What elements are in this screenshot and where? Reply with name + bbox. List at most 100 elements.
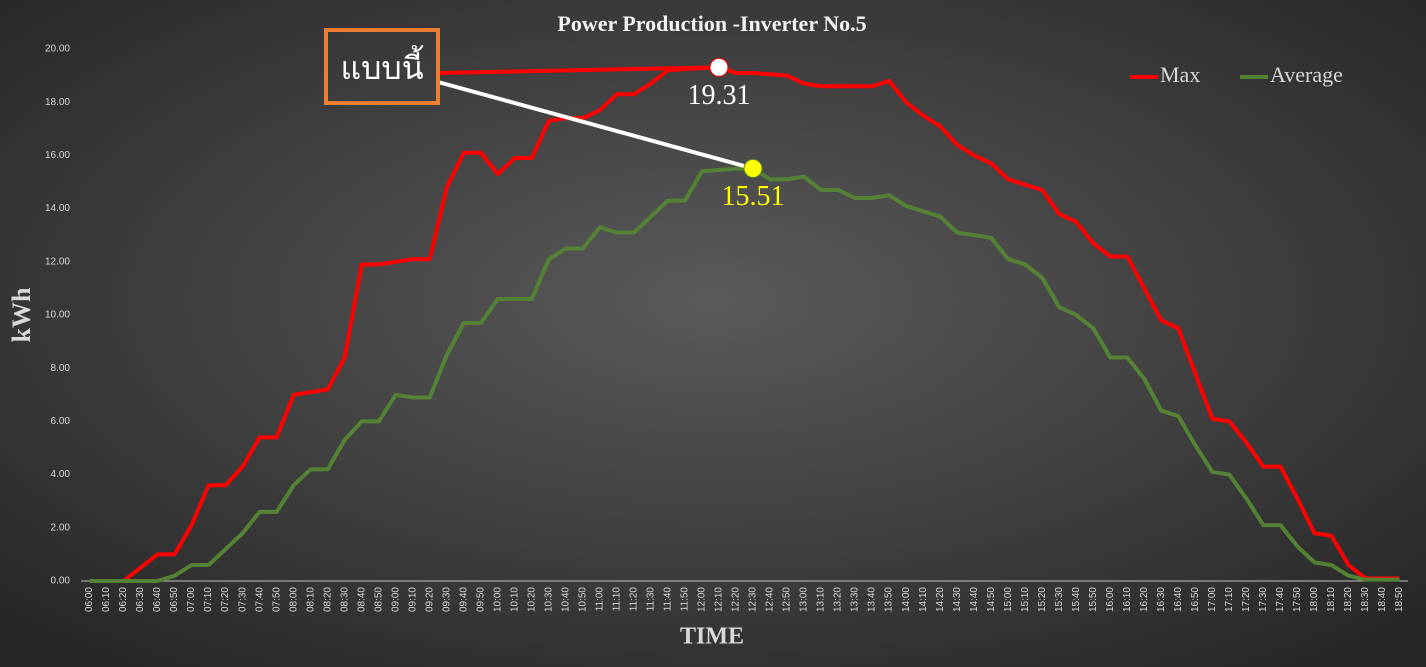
x-tick-label: 17:50 (1292, 587, 1303, 612)
x-tick-label: 12:00 (697, 587, 708, 612)
y-tick-label: 8.00 (51, 363, 71, 374)
x-tick-label: 12:10 (714, 587, 725, 612)
y-tick-label: 12.00 (45, 256, 70, 267)
plot-area: 0.00 2.00 4.00 6.00 8.00 10.00 12.00 14.00 16.00… (45, 44, 1408, 612)
x-tick-label: 11:40 (663, 587, 674, 612)
x-tick-label: 15:10 (1020, 587, 1031, 612)
x-tick-label: 16:30 (1156, 587, 1167, 612)
x-tick-label: 10:50 (578, 587, 589, 612)
chart-title: Power Production -Inverter No.5 (557, 11, 866, 36)
x-tick-label: 08:30 (339, 587, 350, 612)
x-tick-label: 13:40 (867, 587, 878, 612)
x-tick-label: 13:50 (884, 587, 895, 612)
x-tick-label: 16:10 (1122, 587, 1133, 612)
y-tick-label: 0.00 (51, 576, 71, 587)
y-tick-label: 6.00 (51, 416, 71, 427)
x-tick-label: 16:20 (1139, 587, 1150, 612)
x-tick-label: 14:20 (935, 587, 946, 612)
x-tick-label: 12:40 (765, 587, 776, 612)
series-line (89, 65, 1400, 583)
x-tick-label: 11:20 (629, 587, 640, 612)
legend-label: Max (1160, 62, 1200, 87)
x-tick-label: 16:40 (1173, 587, 1184, 612)
x-tick-label: 18:00 (1309, 587, 1320, 612)
x-tick-label: 10:10 (509, 587, 520, 612)
x-tick-label: 06:10 (101, 587, 112, 612)
x-tick-label: 18:30 (1360, 587, 1371, 612)
x-tick-label: 18:10 (1326, 587, 1337, 612)
x-tick-label: 16:00 (1105, 587, 1116, 612)
legend-label: Average (1270, 62, 1343, 87)
x-tick-label: 15:40 (1071, 587, 1082, 612)
y-tick-label: 16.00 (45, 150, 70, 161)
x-tick-label: 14:10 (918, 587, 929, 612)
x-tick-label: 17:10 (1224, 587, 1235, 612)
x-tick-label: 10:20 (526, 587, 537, 612)
y-axis-title: kWh (7, 287, 36, 342)
x-tick-label: 11:10 (612, 587, 623, 612)
x-tick-label: 10:30 (543, 587, 554, 612)
x-tick-label: 13:20 (833, 587, 844, 612)
x-tick-label: 12:50 (782, 587, 793, 612)
x-tick-label: 14:40 (969, 587, 980, 612)
x-tick-label: 16:50 (1190, 587, 1201, 612)
y-tick-label: 14.00 (45, 203, 70, 214)
annotation-text: แบบนี้ (340, 45, 424, 87)
x-tick-label: 07:40 (254, 587, 265, 612)
x-tick-label: 06:20 (118, 587, 129, 612)
data-label: 15.51 (722, 181, 785, 212)
highlight-marker (743, 158, 763, 178)
x-tick-label: 09:20 (424, 587, 435, 612)
highlight-marker (709, 57, 729, 77)
x-tick-label: 08:40 (356, 587, 367, 612)
x-tick-label: 15:00 (1003, 587, 1014, 612)
x-tick-label: 15:20 (1037, 587, 1048, 612)
x-tick-label: 07:20 (220, 587, 231, 612)
x-tick-label: 08:50 (373, 587, 384, 612)
y-tick-label: 2.00 (51, 522, 71, 533)
x-tick-label: 06:30 (135, 587, 146, 612)
x-tick-label: 11:00 (595, 587, 606, 612)
x-tick-label: 15:50 (1088, 587, 1099, 612)
x-tick-label: 17:30 (1258, 587, 1269, 612)
x-tick-label: 11:30 (646, 587, 657, 612)
x-tick-label: 06:50 (169, 587, 180, 612)
x-tick-label: 07:10 (203, 587, 214, 612)
x-tick-label: 08:20 (322, 587, 333, 612)
x-tick-label: 17:40 (1275, 587, 1286, 612)
x-tick-label: 07:30 (237, 587, 248, 612)
x-tick-label: 06:40 (152, 587, 163, 612)
x-tick-label: 09:30 (441, 587, 452, 612)
x-tick-label: 10:40 (561, 587, 572, 612)
x-tick-label: 06:00 (84, 587, 95, 612)
x-tick-label: 17:20 (1241, 587, 1252, 612)
x-tick-label: 13:00 (799, 587, 810, 612)
x-tick-label: 15:30 (1054, 587, 1065, 612)
x-tick-label: 18:50 (1394, 587, 1405, 612)
annotation-box (324, 28, 440, 105)
x-tick-label: 12:30 (748, 587, 759, 612)
x-tick-label: 07:50 (271, 587, 282, 612)
x-tick-label: 14:50 (986, 587, 997, 612)
x-tick-label: 17:00 (1207, 587, 1218, 612)
data-label: 19.31 (687, 80, 750, 111)
annotation-connector (437, 80, 754, 171)
x-tick-label: 07:00 (186, 587, 197, 612)
x-tick-label: 13:30 (850, 587, 861, 612)
x-tick-label: 08:00 (288, 587, 299, 612)
y-tick-label: 4.00 (51, 469, 71, 480)
x-tick-label: 09:50 (475, 587, 486, 612)
y-tick-label: 18.00 (45, 97, 70, 108)
x-tick-label: 18:40 (1377, 587, 1388, 612)
x-tick-label: 11:50 (680, 587, 691, 612)
x-axis-title: TIME (680, 624, 744, 650)
x-tick-label: 13:10 (816, 587, 827, 612)
x-tick-label: 09:40 (458, 587, 469, 612)
x-tick-label: 09:10 (407, 587, 418, 612)
x-tick-label: 18:20 (1343, 587, 1354, 612)
x-tick-label: 10:00 (492, 587, 503, 612)
x-tick-label: 09:00 (390, 587, 401, 612)
x-tick-label: 08:10 (305, 587, 316, 612)
